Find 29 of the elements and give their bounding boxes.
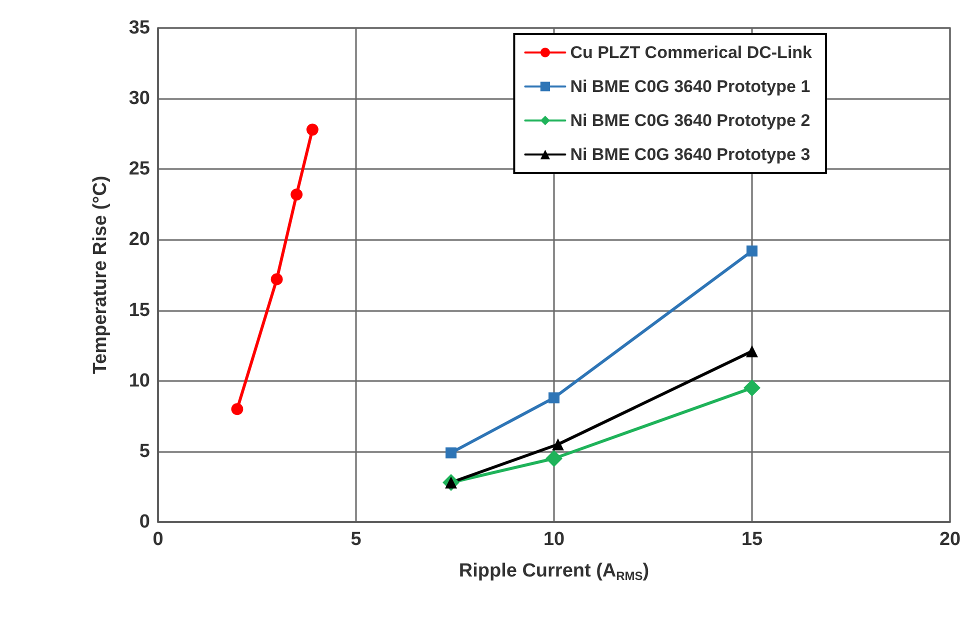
x-tick-label: 10 (543, 529, 565, 550)
point (744, 379, 760, 396)
y-tick-label: 5 (139, 440, 150, 462)
point (270, 273, 283, 286)
y-tick-label: 20 (128, 229, 150, 250)
legend-label: Ni BME C0G 3640 Prototype 2 (570, 111, 810, 130)
point (446, 447, 457, 458)
x-tick-label: 15 (741, 529, 763, 550)
legend-label: Ni BME C0G 3640 Prototype 3 (570, 145, 810, 164)
point (306, 124, 318, 136)
y-tick-label: 0 (139, 512, 150, 532)
legend-label: Cu PLZT Commerical DC-Link (570, 43, 813, 62)
legend-label: Ni BME C0G 3640 Prototype 1 (570, 77, 810, 96)
point (552, 438, 564, 450)
y-axis-title: Temperature Rise (°C) (90, 176, 111, 374)
x-tick-label: 5 (350, 529, 362, 550)
point (746, 345, 758, 358)
point (746, 246, 758, 257)
x-tick-label: 0 (152, 529, 164, 550)
y-tick-label: 35 (128, 18, 150, 38)
point (546, 450, 562, 467)
y-tick-label: 30 (128, 88, 150, 110)
point (231, 403, 244, 416)
x-tick-label: 20 (939, 529, 961, 550)
y-tick-label: 15 (128, 300, 150, 321)
point (548, 392, 560, 404)
point (290, 188, 303, 201)
y-tick-label: 25 (128, 158, 150, 180)
y-tick-label: 10 (128, 370, 150, 392)
